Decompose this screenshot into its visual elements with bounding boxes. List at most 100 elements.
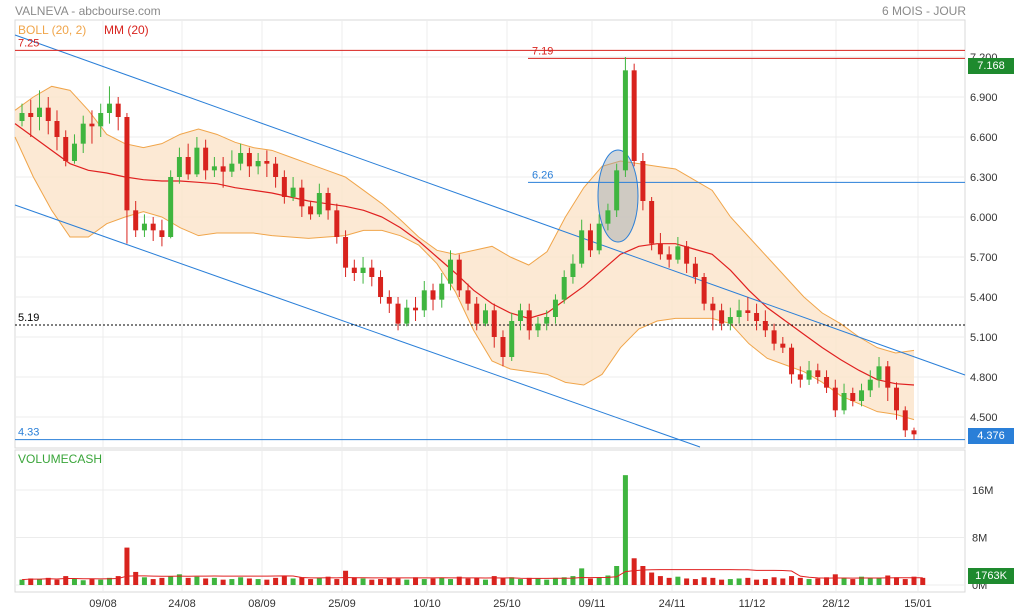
date-tick-label: 11/12 — [739, 598, 766, 610]
candle-body — [80, 123, 86, 144]
volume-bar — [517, 579, 523, 585]
candle — [780, 337, 786, 353]
candle — [98, 103, 104, 137]
volume-bar — [666, 577, 672, 585]
candle — [343, 230, 349, 277]
volume-bar — [859, 576, 865, 585]
date-tick-label: 15/01 — [904, 598, 932, 610]
candle-body — [640, 161, 646, 201]
volume-bar — [762, 579, 768, 585]
candle — [605, 203, 611, 231]
chart-period-label[interactable]: 6 MOIS - JOUR — [881, 4, 966, 18]
volume-bar — [448, 579, 454, 585]
candle-body — [780, 343, 786, 348]
candle — [238, 143, 244, 171]
volume-bar — [876, 577, 882, 585]
volume-bar — [19, 579, 25, 585]
candle — [762, 310, 768, 337]
candle — [754, 303, 760, 331]
date-tick-label: 08/09 — [248, 598, 276, 610]
candle-body — [264, 161, 270, 164]
volume-bar — [920, 577, 926, 585]
level-label-4.33: 4.33 — [18, 427, 39, 439]
candle — [421, 281, 427, 317]
candle-body — [500, 337, 506, 357]
candle — [482, 303, 488, 327]
candle-body — [45, 107, 51, 121]
candle-body — [176, 157, 182, 177]
price-tick-label: 5.100 — [970, 332, 998, 344]
volume-bar — [745, 577, 751, 585]
candle-body — [106, 103, 112, 113]
candle — [815, 363, 821, 384]
candle — [386, 290, 392, 313]
candle — [684, 241, 690, 273]
volume-bar — [789, 576, 795, 585]
level-lines: 7.25 7.19 6.26 5.19 4.33 — [15, 37, 965, 441]
price-tick-label: 6.300 — [970, 172, 998, 184]
bollinger-fill — [15, 86, 914, 420]
volume-bar — [133, 571, 139, 585]
volume-bar — [526, 577, 532, 585]
volume-bar — [552, 577, 558, 585]
candle-body — [281, 177, 287, 197]
candle-body — [334, 210, 340, 237]
volume-bar — [290, 578, 296, 585]
candle-body — [745, 310, 751, 313]
candle-body — [561, 277, 567, 300]
candle-body — [692, 263, 698, 277]
price-low-tag: 4.376 — [968, 428, 1014, 444]
candle — [229, 150, 235, 177]
candle — [360, 257, 366, 284]
candle — [45, 97, 51, 135]
candle-body — [806, 370, 812, 380]
volume-bar — [430, 578, 436, 585]
candle — [535, 317, 541, 337]
candle — [509, 313, 515, 361]
volume-bar — [692, 579, 698, 585]
candle-body — [421, 290, 427, 311]
last-volume-tag: 1763K — [968, 568, 1014, 584]
level-label-6.26: 6.26 — [532, 169, 553, 181]
volume-bar — [255, 579, 261, 585]
candle — [657, 233, 663, 260]
candle — [159, 219, 165, 247]
volume-bar — [273, 577, 279, 585]
candle — [439, 273, 445, 308]
candle-body — [614, 170, 620, 211]
candle-body — [552, 299, 558, 317]
volume-bar — [334, 579, 340, 585]
candle-body — [115, 103, 121, 117]
volume-bar — [850, 579, 856, 585]
candle-body — [413, 307, 419, 311]
volume-bar — [360, 578, 366, 585]
candle — [850, 387, 856, 407]
candle — [692, 257, 698, 284]
volume-bar — [771, 577, 777, 585]
volume-bar — [456, 576, 462, 585]
price-tick-label: 6.600 — [970, 132, 998, 144]
candle — [89, 110, 95, 144]
candle — [19, 103, 25, 127]
volume-bar — [701, 577, 707, 585]
candle-body — [203, 147, 209, 171]
volume-bar — [54, 579, 60, 585]
volume-bar — [824, 577, 830, 585]
volume-bar — [579, 568, 585, 585]
volume-bar — [395, 578, 401, 585]
volume-bar — [378, 579, 384, 585]
candle-body — [36, 107, 42, 117]
candle — [491, 303, 497, 348]
candle — [841, 383, 847, 415]
candle-body — [517, 310, 523, 321]
candle — [474, 297, 480, 331]
candle-body — [220, 166, 226, 172]
candle — [316, 183, 322, 217]
volume-bar — [308, 579, 314, 585]
candle-body — [675, 246, 681, 260]
price-tick-label: 4.500 — [970, 412, 998, 424]
candle-body — [631, 70, 637, 161]
candle — [649, 197, 655, 251]
candle-body — [579, 230, 585, 264]
